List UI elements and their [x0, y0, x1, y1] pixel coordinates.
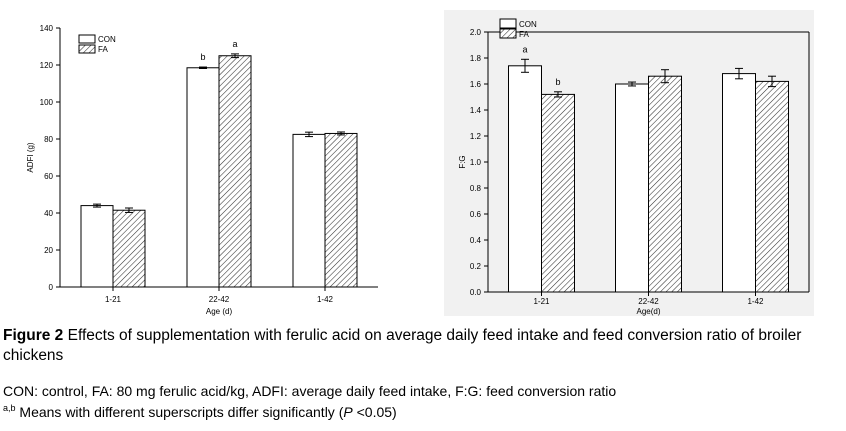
fg-chart: 0.0 0.2 0.4 0.6 0.8 1.0 1.2 1.4 1.6 1.8 2.0 F:G Age(…: [444, 10, 814, 316]
fg-legend-swatch-fa: [499, 28, 517, 39]
adfi-chart: 0 20 40 60 80 100 120 140 ADFI (g) Age (d) 1-21 22-…: [0, 0, 400, 320]
adfi-y-tick-label: 40: [44, 209, 53, 218]
adfi-y-tick-label: 60: [44, 172, 53, 181]
adfi-y-tick-label: 140: [40, 24, 54, 33]
adfi-bar-fa: [324, 132, 358, 288]
fg-bar-con: [722, 73, 756, 293]
fg-legend-label-con: CON: [519, 20, 537, 29]
abbreviations-note: CON: control, FA: 80 mg ferulic acid/kg,…: [3, 383, 617, 399]
adfi-chart-svg: 0 20 40 60 80 100 120 140 ADFI (g) Age (d) 1-21 22-…: [26, 24, 378, 316]
adfi-y-tick-label: 0: [49, 283, 54, 292]
adfi-x-tick-label: 1-42: [317, 295, 334, 304]
fg-y-tick-label: 2.0: [470, 28, 482, 37]
fg-y-tick-label: 1.6: [470, 80, 482, 89]
figure-notes: CON: control, FA: 80 mg ferulic acid/kg,…: [3, 383, 838, 421]
fg-x-tick-label: 1-21: [533, 297, 550, 306]
adfi-legend-swatch-con: [78, 34, 96, 44]
p-symbol: P: [343, 404, 353, 420]
fg-significance-letter: a: [522, 44, 527, 54]
adfi-legend-label-fa: FA: [98, 45, 108, 54]
fg-y-tick-label: 1.0: [470, 158, 482, 167]
adfi-y-tick-label: 80: [44, 135, 53, 144]
adfi-x-axis-label: Age (d): [206, 307, 233, 316]
adfi-x-tick-label: 1-21: [105, 295, 122, 304]
adfi-significance-letter: b: [200, 52, 205, 62]
fg-bar-con: [508, 65, 542, 293]
fg-y-tick-label: 1.2: [470, 132, 482, 141]
adfi-y-tick-label: 100: [40, 98, 54, 107]
adfi-y-tick-label: 120: [40, 61, 54, 70]
fg-y-tick-label: 1.8: [470, 54, 482, 63]
fg-y-tick-label: 0.0: [470, 288, 482, 297]
adfi-bar-con: [80, 205, 114, 288]
fg-significance-letter: b: [555, 77, 560, 87]
adfi-bar-fa: [112, 209, 146, 288]
adfi-x-tick-label: 22-42: [209, 295, 230, 304]
fg-y-axis-label: F:G: [458, 155, 467, 168]
superscript-letters: a,b: [3, 403, 16, 413]
fg-bar-fa: [541, 93, 575, 293]
adfi-bar-con: [186, 67, 220, 288]
p-threshold: <0.05): [352, 404, 397, 420]
fg-x-axis-label: Age(d): [636, 307, 660, 316]
adfi-bar-con: [292, 133, 326, 288]
fg-x-tick-label: 1-42: [747, 297, 764, 306]
adfi-legend-swatch-fa: [78, 44, 96, 54]
adfi-legend-label-con: CON: [98, 35, 116, 44]
fg-bar-fa: [755, 80, 789, 293]
fg-y-tick-label: 0.6: [470, 210, 482, 219]
adfi-significance-letter: a: [232, 39, 237, 49]
fg-x-tick-label: 22-42: [638, 297, 659, 306]
significance-text: Means with different superscripts differ…: [15, 404, 344, 420]
fg-bar-con: [615, 83, 649, 293]
significance-note: a,b Means with different superscripts di…: [3, 400, 838, 421]
fg-y-tick-label: 1.4: [470, 106, 482, 115]
figure-label: Figure 2: [3, 327, 64, 344]
adfi-y-tick-label: 20: [44, 246, 53, 255]
fg-y-tick-label: 0.8: [470, 184, 482, 193]
fg-chart-svg: 0.0 0.2 0.4 0.6 0.8 1.0 1.2 1.4 1.6 1.8 2.0 F:G Age(…: [458, 18, 810, 316]
figure-caption: Figure 2 Effects of supplementation with…: [3, 326, 838, 366]
fg-legend-label-fa: FA: [519, 30, 529, 39]
fg-bar-fa: [648, 75, 682, 293]
fg-y-tick-label: 0.2: [470, 262, 482, 271]
figure-caption-text: Effects of supplementation with ferulic …: [3, 327, 802, 364]
fg-y-tick-label: 0.4: [470, 236, 482, 245]
adfi-bar-fa: [218, 55, 252, 288]
fg-legend-swatch-con: [499, 18, 517, 29]
adfi-y-axis-label: ADFI (g): [26, 142, 35, 173]
